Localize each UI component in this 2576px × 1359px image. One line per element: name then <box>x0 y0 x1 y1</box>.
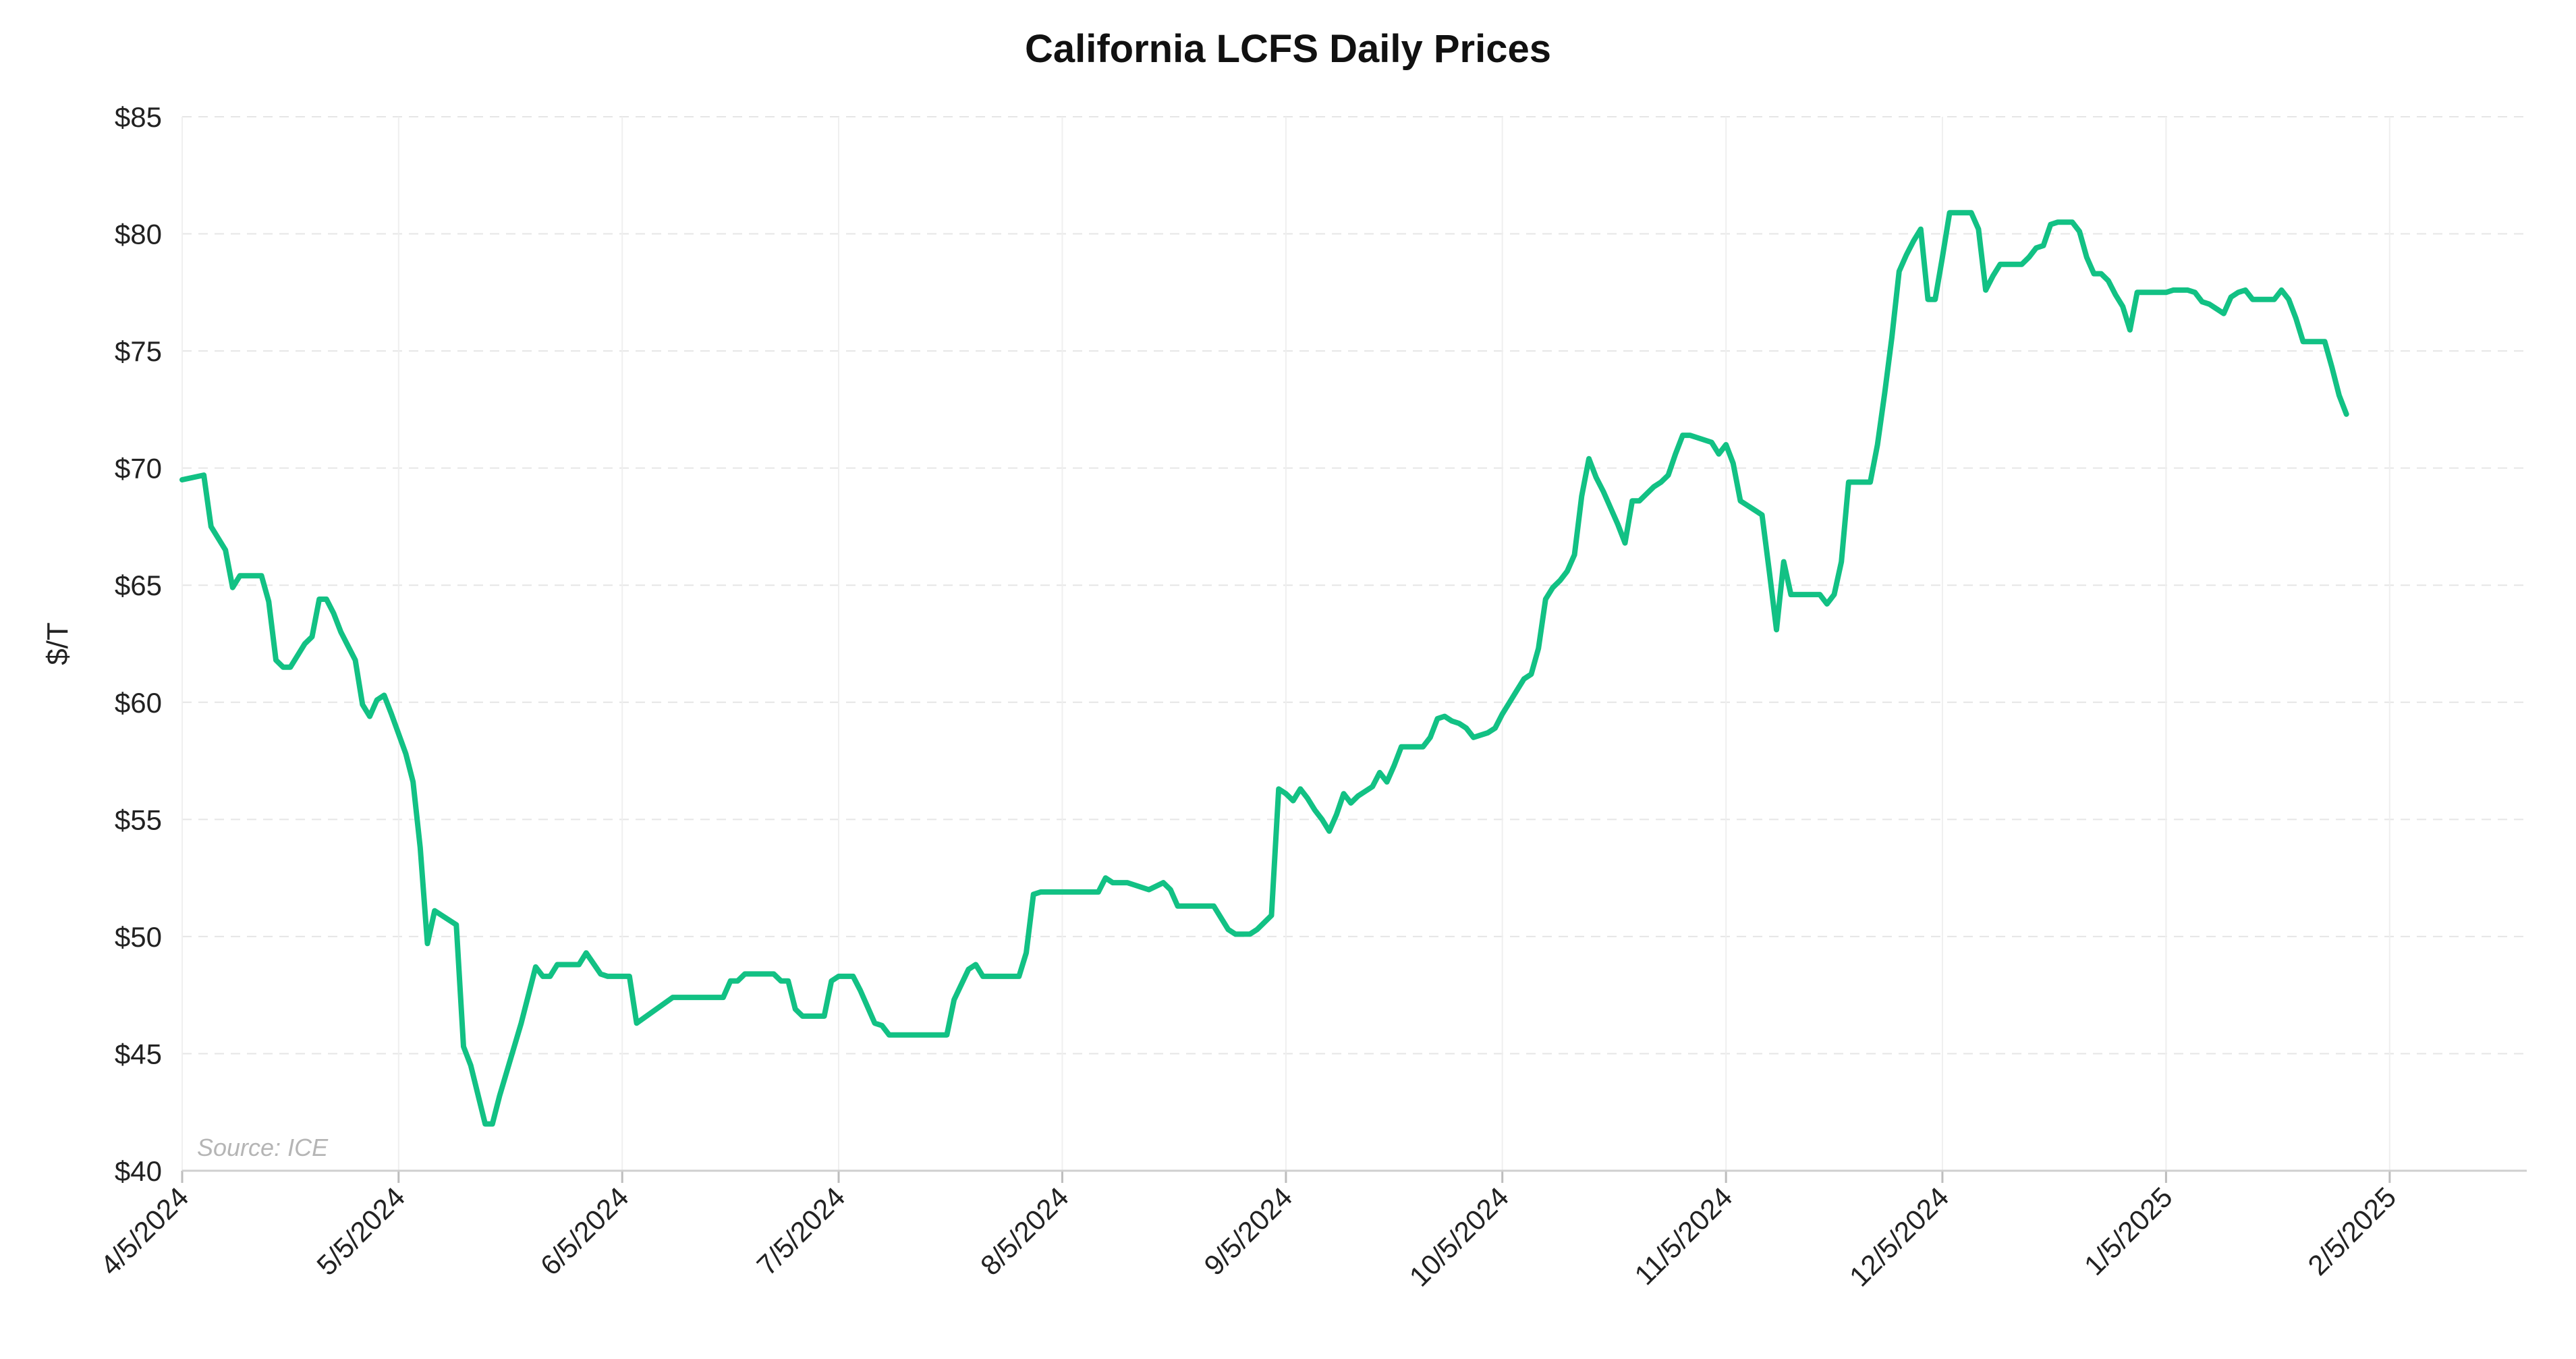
x-tick-label: 10/5/2024 <box>1403 1181 1515 1292</box>
x-tick-label: 11/5/2024 <box>1628 1181 1738 1291</box>
x-tick-label: 7/5/2024 <box>751 1181 851 1281</box>
y-tick-label: $45 <box>115 1038 162 1070</box>
source-note: Source: ICE <box>197 1134 329 1161</box>
grid <box>181 116 2527 1171</box>
series-line-lcfs-price <box>179 210 2349 1127</box>
chart-title: California LCFS Daily Prices <box>1025 27 1551 71</box>
y-tick-label: $65 <box>115 570 162 601</box>
axes <box>181 1169 2527 1183</box>
x-tick-label: 9/5/2024 <box>1198 1181 1298 1281</box>
y-tick-label: $55 <box>115 804 162 835</box>
y-tick-label: $75 <box>115 335 162 367</box>
x-tick-label: 4/5/2024 <box>94 1181 195 1281</box>
x-tick-label: 6/5/2024 <box>534 1181 635 1281</box>
y-axis-label: $/T <box>41 622 74 665</box>
x-tick-label: 1/5/2025 <box>2078 1181 2179 1281</box>
y-tick-label: $40 <box>115 1155 162 1187</box>
y-tick-label: $85 <box>115 101 162 133</box>
x-tick-label: 12/5/2024 <box>1843 1181 1955 1292</box>
series-layer <box>179 210 2349 1127</box>
y-tick-label: $50 <box>115 921 162 953</box>
y-tick-label: $80 <box>115 219 162 250</box>
y-tick-label: $60 <box>115 687 162 719</box>
x-tick-label: 2/5/2025 <box>2301 1181 2402 1281</box>
x-tick-label: 8/5/2024 <box>974 1181 1075 1281</box>
tick-labels: $40 $45 $50 $55 $60 $65 $70 $75 $80 $85 4/5/2024 5/… <box>94 101 2403 1292</box>
x-tick-label: 5/5/2024 <box>310 1181 411 1281</box>
y-tick-label: $70 <box>115 453 162 484</box>
